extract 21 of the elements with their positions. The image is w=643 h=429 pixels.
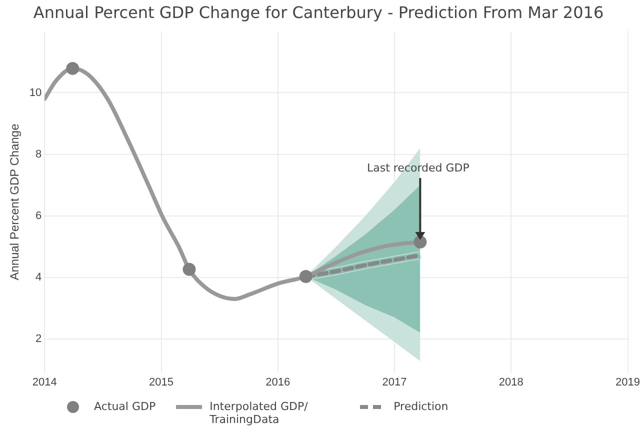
annotation: Last recorded GDP	[366, 161, 470, 174]
legend-label: Actual GDP	[94, 400, 156, 413]
y-tick-label: 4	[36, 271, 42, 284]
chart-title: Annual Percent GDP Change for Canterbury - Prediction From Mar 2016	[33, 2, 604, 22]
point	[182, 262, 196, 276]
x-tick-label: 2019	[616, 376, 640, 388]
y-tick-label: 10	[29, 86, 42, 99]
y-tick-label: 6	[36, 210, 42, 222]
x-tick-label: 2018	[498, 376, 524, 388]
x-tick-label: 2017	[382, 376, 407, 388]
point	[299, 270, 312, 283]
y-axis-title: Annual Percent GDP Change	[8, 123, 22, 280]
y-tick-label: 8	[36, 148, 42, 160]
legend-label: Prediction	[394, 400, 448, 413]
y-tick-label: 2	[36, 332, 42, 345]
x-tick-label: 2016	[266, 376, 290, 388]
point	[66, 62, 80, 75]
x-tick-label: 2015	[149, 376, 174, 388]
legend-label: Interpolated GDP/ TrainingData	[210, 400, 309, 426]
x-tick-label: 2014	[32, 376, 57, 388]
point	[414, 236, 427, 249]
